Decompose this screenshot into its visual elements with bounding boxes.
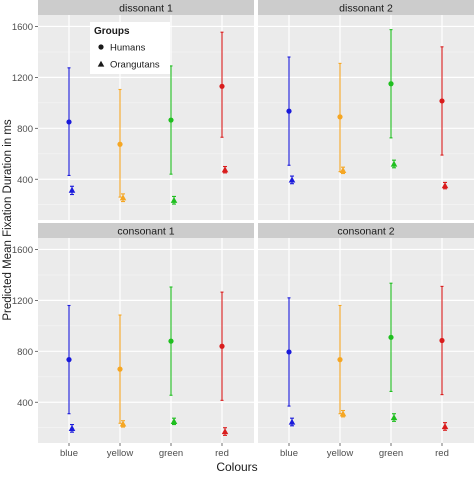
human-point: [286, 108, 292, 114]
human-point: [388, 334, 394, 340]
y-tick-label: 400: [17, 398, 33, 409]
human-point: [66, 119, 72, 125]
y-tick-label: 800: [17, 347, 33, 358]
x-tick-label: yellow: [327, 448, 354, 459]
human-point: [337, 114, 343, 120]
x-tick-label: yellow: [107, 448, 134, 459]
facet-title: dissonant 2: [339, 3, 393, 15]
human-point: [168, 117, 174, 123]
y-tick-label: 1200: [12, 296, 33, 307]
legend-label: Humans: [110, 43, 146, 54]
orangutan-point: [170, 196, 178, 203]
y-tick-label: 400: [17, 175, 33, 186]
human-point: [439, 98, 445, 104]
human-point: [117, 366, 123, 372]
y-tick-label: 1600: [12, 22, 33, 33]
facet-title: dissonant 1: [119, 3, 173, 15]
human-point: [219, 83, 225, 89]
orangutan-point: [221, 166, 229, 173]
x-tick-label: blue: [60, 448, 78, 459]
x-axis-title: Colours: [216, 460, 257, 474]
y-tick-label: 800: [17, 124, 33, 135]
x-tick-label: green: [379, 448, 403, 459]
y-tick-label: 1200: [12, 73, 33, 84]
orangutan-point: [68, 186, 76, 193]
legend-triangle-key: [97, 60, 105, 67]
orangutan-point: [339, 410, 347, 417]
human-point: [219, 343, 225, 349]
human-point: [117, 141, 123, 147]
y-tick-label: 1600: [12, 245, 33, 256]
x-tick-label: green: [159, 448, 183, 459]
x-tick-label: blue: [280, 448, 298, 459]
orangutan-point: [339, 167, 347, 173]
legend-label: Orangutans: [110, 60, 160, 71]
x-tick-label: red: [215, 448, 229, 459]
orangutan-point: [441, 423, 449, 430]
facet-strip: [258, 223, 474, 238]
human-point: [337, 356, 343, 363]
y-axis-title: Predicted Mean Fixation Duration in ms: [2, 119, 14, 321]
human-point: [388, 81, 394, 87]
orangutan-point: [288, 176, 296, 183]
orangutan-point: [221, 428, 229, 435]
facet-strip: [38, 0, 254, 15]
legend-title: Groups: [94, 26, 130, 37]
orangutan-point: [68, 425, 76, 431]
orangutan-point: [288, 418, 296, 425]
orangutan-point: [390, 160, 398, 167]
facet-title: consonant 2: [337, 226, 394, 238]
facet-title: consonant 1: [117, 226, 174, 238]
human-point: [66, 356, 72, 363]
panel-background: [258, 15, 474, 220]
facet-strip: [258, 0, 474, 15]
orangutan-point: [170, 418, 178, 424]
human-point: [286, 349, 292, 355]
orangutan-point: [390, 414, 398, 421]
orangutan-point: [441, 182, 449, 189]
legend-circle-key: [98, 44, 104, 50]
human-point: [439, 337, 445, 344]
orangutan-point: [119, 194, 127, 201]
panel-background: [258, 238, 474, 443]
facet-strip: [38, 223, 254, 238]
human-point: [168, 338, 174, 344]
panel-background: [38, 238, 254, 443]
x-tick-label: red: [435, 448, 449, 459]
orangutan-point: [119, 420, 127, 427]
